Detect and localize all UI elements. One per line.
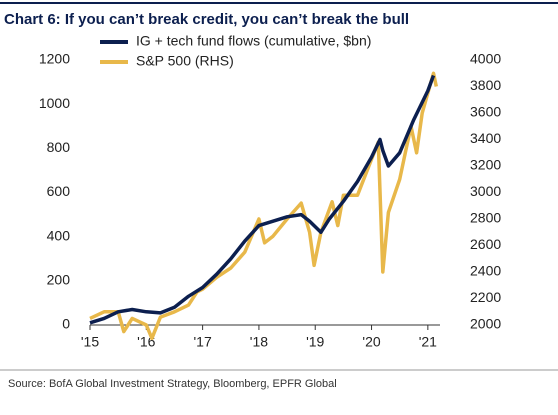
y2-tick-label: 2600 xyxy=(470,236,501,252)
y2-tick-label: 4000 xyxy=(470,51,501,67)
y-tick-label: 800 xyxy=(47,139,71,155)
chart-title: Chart 6: If you can’t break credit, you … xyxy=(4,11,409,28)
y-tick-label: 1200 xyxy=(39,51,70,67)
x-tick-label: '15 xyxy=(81,334,99,350)
y-tick-label: 600 xyxy=(47,183,71,199)
x-tick-label: '20 xyxy=(362,334,380,350)
y2-tick-label: 3400 xyxy=(470,130,501,146)
y-tick-label: 0 xyxy=(62,316,70,332)
y2-tick-label: 3000 xyxy=(470,183,501,199)
y2-tick-label: 3600 xyxy=(470,104,501,120)
y-tick-label: 400 xyxy=(47,227,71,243)
y2-tick-label: 2800 xyxy=(470,210,501,226)
series-line xyxy=(89,74,436,325)
y2-tick-label: 2000 xyxy=(470,316,501,332)
y-tick-label: 200 xyxy=(47,272,71,288)
legend-label: IG + tech fund flows (cumulative, $bn) xyxy=(136,33,371,49)
y2-tick-label: 2200 xyxy=(470,289,501,305)
x-tick-label: '17 xyxy=(193,334,211,350)
series-line xyxy=(89,71,439,341)
source: Source: BofA Global Investment Strategy,… xyxy=(8,378,337,390)
x-tick-label: '21 xyxy=(419,334,437,350)
y-tick-label: 1000 xyxy=(39,95,70,111)
legend-label: S&P 500 (RHS) xyxy=(136,53,234,69)
x-tick-label: '19 xyxy=(306,334,324,350)
x-tick-label: '18 xyxy=(250,334,268,350)
y2-tick-label: 3200 xyxy=(470,157,501,173)
y2-tick-label: 3800 xyxy=(470,77,501,93)
y2-tick-label: 2400 xyxy=(470,263,501,279)
